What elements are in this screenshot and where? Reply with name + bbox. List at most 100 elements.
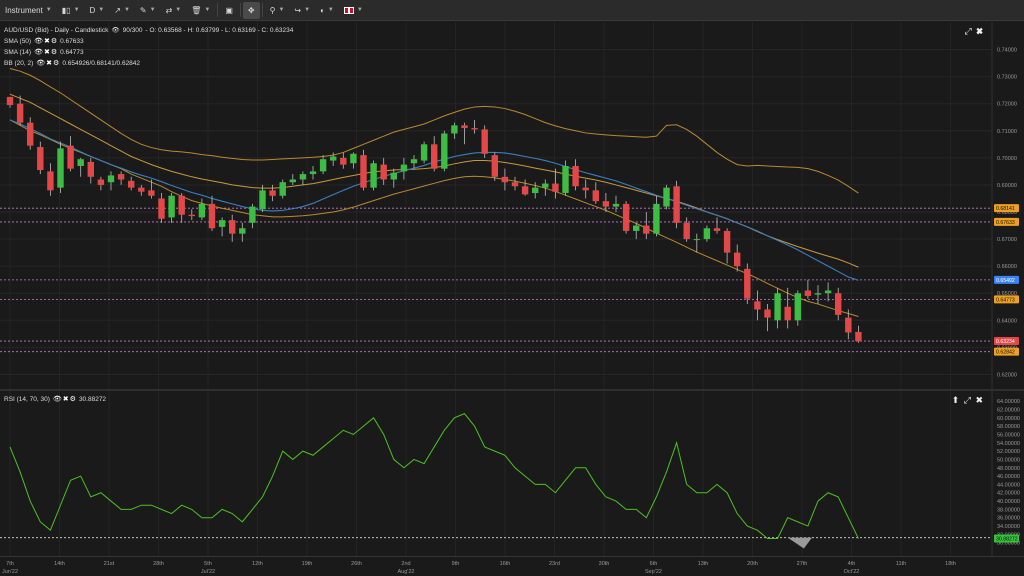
drawing-tools-button[interactable]: ✎ ▼ — [135, 2, 161, 19]
layout-button[interactable]: ▣ — [220, 2, 238, 19]
candle-up — [633, 225, 640, 231]
close-icon[interactable]: ✖ — [46, 60, 53, 67]
close-icon[interactable]: ✖ — [43, 38, 50, 45]
candle-down — [117, 174, 125, 180]
gear-icon[interactable]: ⚙ — [69, 396, 76, 403]
toolbar: Instrument ▼ ▮▯ ▼ D ▼ ↗ ▼ ✎ ▼ ⇄ ▼ 🗑 ▼ ▣ … — [0, 0, 1024, 21]
rsi-panel-controls[interactable]: ⬆ ⤢ ✖ — [951, 395, 984, 405]
gear-icon[interactable]: ⚙ — [50, 38, 58, 45]
candle-down — [643, 225, 650, 234]
rsi-legend: RSI (14, 70, 30) 👁 ✖ ⚙ 30.88272 — [4, 394, 106, 405]
candle-up — [400, 164, 408, 172]
price-marker-box — [994, 217, 1019, 226]
close-icon[interactable]: ✖ — [62, 396, 69, 403]
legend-instrument-row: AUD/USD (Bid) - Daily - Candlestick 👁 90… — [4, 25, 293, 36]
price-marker-box — [994, 337, 1019, 346]
chevron-down-icon: ▼ — [45, 7, 52, 13]
chevron-down-icon: ▼ — [204, 7, 211, 13]
candle-down — [158, 198, 165, 219]
rsi-tick-label: 46.00000 — [997, 474, 1020, 480]
candle-down — [6, 96, 14, 106]
eye-icon[interactable]: 👁 — [34, 38, 43, 45]
price-tick-label: 0.74000 — [997, 48, 1017, 54]
rsi-axis-bg — [992, 391, 1024, 556]
candle-up — [370, 163, 377, 188]
time-tick-label: 5th — [204, 561, 212, 567]
chevron-down-icon: ▼ — [356, 7, 363, 13]
timeframe-selector[interactable]: D ▼ — [85, 2, 110, 19]
crosshair-button[interactable]: ✥ — [242, 1, 260, 19]
rsi-tick-label: 58.00000 — [997, 424, 1020, 430]
panel-divider[interactable] — [0, 389, 1024, 391]
candle-up — [218, 220, 226, 227]
candle-down — [27, 122, 34, 146]
candle-down — [521, 186, 529, 195]
candlestick-icon: ▮▯ — [61, 5, 71, 15]
instrument-selector[interactable]: Instrument ▼ — [0, 2, 57, 19]
share-icon: ↪ — [294, 5, 302, 15]
chevron-down-icon: ▼ — [278, 7, 285, 13]
candle-down — [340, 157, 347, 165]
price-tick-label: 0.72000 — [997, 102, 1017, 108]
price-tick-label: 0.62000 — [997, 372, 1017, 378]
candle-down — [835, 293, 842, 315]
rsi-tick-label: 48.00000 — [997, 466, 1020, 472]
candle-down — [481, 129, 488, 154]
rsi-value-marker — [994, 534, 1019, 543]
rsi-tick-label: 50.00000 — [997, 457, 1020, 463]
share-button[interactable]: ↪ ▼ — [289, 2, 315, 19]
candle-up — [814, 293, 822, 295]
indicator-controls: 👁 ✖ ⚙ — [36, 58, 59, 69]
close-icon[interactable]: ✖ — [43, 49, 50, 56]
rsi-line — [9, 413, 859, 540]
gear-icon[interactable]: ⚙ — [50, 49, 58, 56]
indicator-controls: 👁 ✖ ⚙ — [34, 47, 57, 58]
rsi-tick-label: 64.00000 — [997, 399, 1020, 405]
theme-button[interactable]: ◐ ▼ — [315, 2, 339, 19]
chart-type-button[interactable]: ▮▯ ▼ — [57, 2, 85, 19]
compare-button[interactable]: ⇄ ▼ — [161, 2, 187, 19]
price-marker-label: 0.68141 — [996, 206, 1015, 212]
indicators-button[interactable]: ↗ ▼ — [109, 2, 135, 19]
time-tick-label: 21st — [104, 561, 115, 567]
rsi-panel[interactable]: RSI (14, 70, 30) 👁 ✖ ⚙ 30.88272 ⬆ ⤢ ✖ 64.0… — [0, 391, 1024, 556]
time-tick-label: 9th — [452, 561, 460, 567]
eye-icon[interactable]: 👁 — [111, 27, 120, 34]
candle-down — [269, 190, 276, 196]
palette-icon: ◐ — [320, 5, 325, 15]
zoom-button[interactable]: ⚲ ▼ — [265, 2, 290, 19]
price-marker-box — [994, 204, 1019, 213]
candle-up — [259, 190, 266, 210]
eye-icon[interactable]: 👁 — [52, 396, 62, 403]
candle-down — [764, 309, 771, 318]
candle-down — [431, 144, 438, 169]
candle-up — [532, 187, 539, 194]
delete-button[interactable]: 🗑 ▼ — [186, 2, 215, 19]
legend-bars: 90/300 — [122, 27, 143, 34]
eye-icon[interactable]: 👁 — [36, 60, 46, 67]
time-tick-label: 23rd — [549, 561, 560, 567]
legend-sma14-row: SMA (14) 👁 ✖ ⚙ 0.64773 — [4, 47, 293, 58]
zoom-icon: ⚲ — [269, 5, 276, 15]
time-tick-label: 6th — [650, 561, 658, 567]
time-tick-label: 27th — [797, 561, 808, 567]
trash-icon: 🗑 — [191, 5, 202, 15]
time-tick-label: 26th — [351, 561, 362, 567]
candle-down — [37, 147, 44, 171]
expand-panel-icon[interactable]: ⤢ ✖ — [964, 26, 984, 36]
price-marker-label: 0.62842 — [996, 350, 1015, 356]
candle-up — [309, 171, 317, 175]
candle-down — [592, 190, 599, 202]
candle-down — [784, 306, 791, 321]
gear-icon[interactable]: ⚙ — [53, 60, 60, 67]
language-button[interactable]: ▼ — [339, 2, 368, 19]
candle-up — [794, 293, 801, 321]
eye-icon[interactable]: 👁 — [34, 49, 43, 56]
rsi-tick-label: 60.00000 — [997, 416, 1020, 422]
price-chart-panel[interactable]: AUD/USD (Bid) - Daily - Candlestick 👁 90… — [0, 22, 1024, 389]
price-tick-label: 0.70000 — [997, 156, 1017, 162]
candle-down — [804, 290, 812, 296]
candle-down — [229, 220, 236, 234]
time-tick-label: 11th — [896, 561, 906, 567]
time-axis[interactable]: 7th Jun'22 14th 21st 28th 5th Jul'22 12th 19th 26… — [0, 556, 1024, 576]
